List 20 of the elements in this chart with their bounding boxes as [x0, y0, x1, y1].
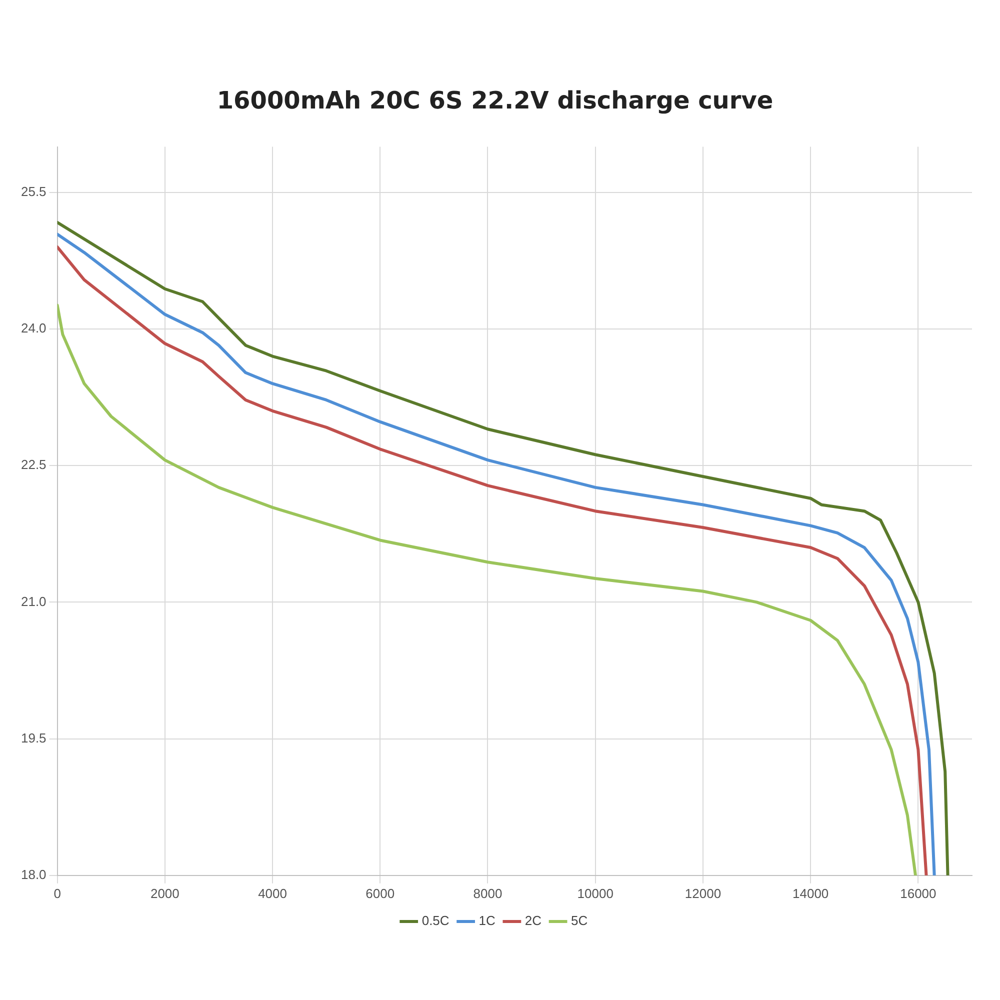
x-tick-label: 14000 [792, 886, 829, 901]
legend-label: 0.5C [422, 913, 450, 928]
y-tick-label: 24.0 [20, 320, 46, 336]
x-tick-label: 10000 [577, 886, 614, 901]
y-tick-label: 22.5 [20, 457, 46, 472]
y-tick-label: 18.0 [20, 866, 46, 882]
y-tick-label: 25.5 [20, 184, 46, 199]
y-tick-label: 19.5 [20, 730, 46, 746]
x-tick-label: 4000 [258, 886, 287, 901]
x-tick-label: 0 [54, 886, 61, 901]
legend-label: 2C [524, 913, 542, 928]
legend-label: 1C [478, 913, 496, 928]
x-tick-label: 16000 [900, 886, 936, 901]
y-tick-label: 21.0 [20, 594, 46, 609]
x-tick-label: 6000 [366, 886, 395, 901]
x-tick-label: 12000 [684, 886, 722, 901]
x-tick-label: 2000 [150, 886, 180, 901]
chart-title: 16000mAh 20C 6S 22.2V discharge curve [216, 86, 774, 115]
legend-label: 5C [571, 913, 588, 928]
x-tick-label: 8000 [473, 886, 502, 901]
